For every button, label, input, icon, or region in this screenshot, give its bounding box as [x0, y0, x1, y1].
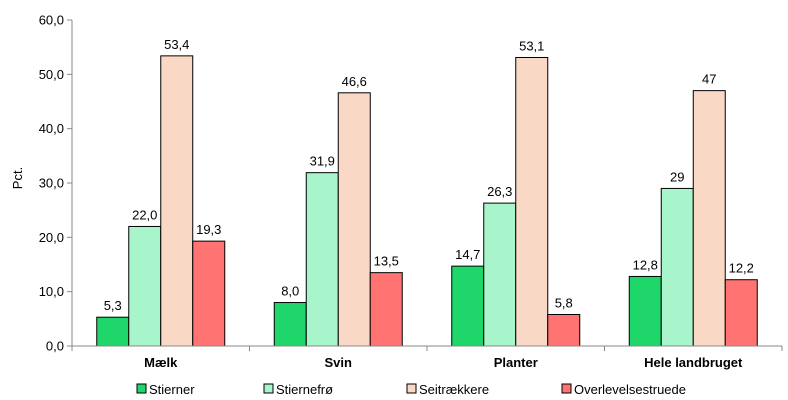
legend-label: Overlevelsestruede: [574, 382, 686, 397]
x-category-label: Svin: [325, 355, 353, 370]
x-category-label: Mælk: [144, 355, 178, 370]
bar: [369, 272, 403, 347]
bar: [305, 172, 339, 347]
legend-label: Stierner: [149, 382, 195, 397]
bar: [547, 313, 581, 347]
legend-swatch: [263, 383, 274, 394]
data-label: 22,0: [132, 207, 157, 222]
bar: [724, 279, 758, 347]
data-label: 12,8: [633, 257, 658, 272]
x-axis: Mælk Svin Planter Hele landbruget: [71, 345, 783, 370]
x-category-label: Planter: [494, 355, 538, 370]
data-label: 8,0: [281, 284, 299, 299]
bar: [96, 316, 130, 347]
y-tick-label: 50,0: [39, 67, 64, 82]
legend-swatch: [136, 383, 147, 394]
y-axis-title: Pct.: [10, 167, 25, 189]
y-tick-label: 30,0: [39, 176, 64, 191]
y-tick-label: 0,0: [46, 339, 64, 354]
bar: [692, 90, 726, 347]
y-tick-label: 60,0: [39, 13, 64, 28]
data-label: 47: [702, 72, 716, 87]
legend-swatch: [406, 383, 417, 394]
legend: Stierner Stiernefrø Seitrækkere Overlevelse…: [136, 382, 686, 397]
data-label: 53,4: [164, 37, 189, 52]
data-label: 13,5: [374, 254, 399, 269]
bar: [128, 225, 162, 347]
data-label: 5,8: [555, 295, 573, 310]
y-tick-label: 20,0: [39, 230, 64, 245]
data-label: 12,2: [729, 261, 754, 276]
bar: [660, 187, 694, 347]
bar: [160, 55, 194, 347]
y-axis: 0,0 10,0 20,0 30,0 40,0 50,0 60,0: [39, 13, 73, 354]
data-label: 19,3: [196, 222, 221, 237]
y-tick-label: 40,0: [39, 121, 64, 136]
bar: [337, 92, 371, 347]
legend-swatch: [561, 383, 572, 394]
x-category-label: Hele landbruget: [644, 355, 743, 370]
data-label: 29: [670, 169, 684, 184]
bar: [451, 265, 485, 347]
data-label: 26,3: [487, 184, 512, 199]
data-label: 46,6: [342, 74, 367, 89]
y-tick-label: 10,0: [39, 284, 64, 299]
bar: [515, 56, 549, 347]
data-label: 14,7: [455, 247, 480, 262]
data-label: 31,9: [310, 154, 335, 169]
bar: [192, 240, 226, 347]
data-label: 53,1: [519, 38, 544, 53]
bars: 5,3 22,0 53,4 19,3 8,0 31,9 46,6 13,5 14,7 26,3 53…: [96, 37, 758, 347]
bar: [628, 275, 662, 347]
legend-label: Stiernefrø: [276, 382, 333, 397]
bar: [483, 202, 517, 347]
data-label: 5,3: [104, 298, 122, 313]
bar: [273, 302, 307, 347]
legend-label: Seitrækkere: [419, 382, 489, 397]
